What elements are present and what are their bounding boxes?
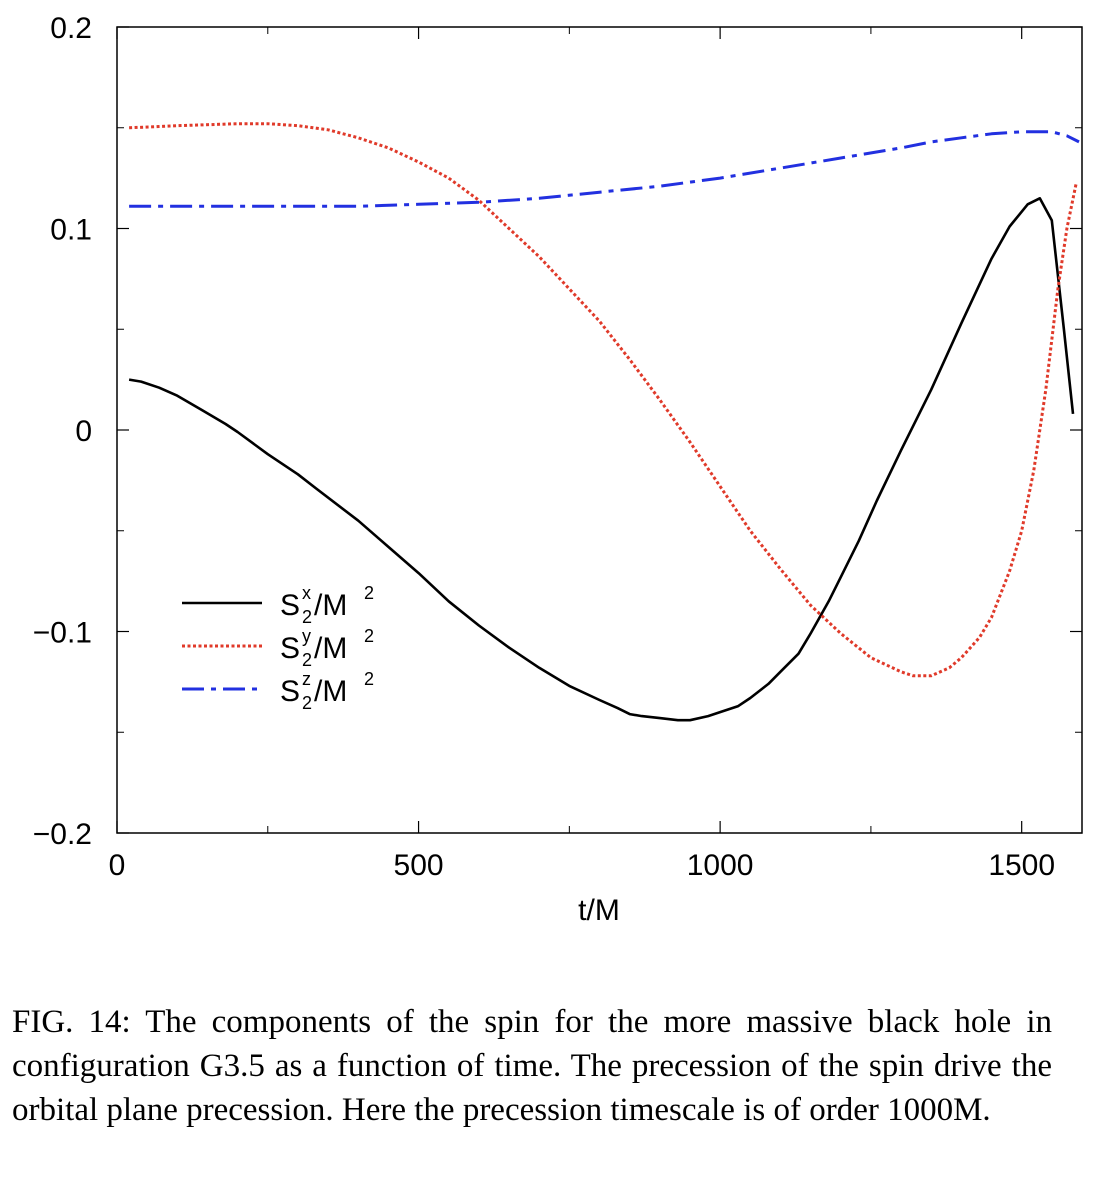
legend-label-sup: y xyxy=(302,626,311,646)
legend-label-sub: 2 xyxy=(302,650,312,670)
y-tick-label: −0.2 xyxy=(33,818,92,851)
legend-label-z: S xyxy=(280,675,300,708)
legend-label-y: S xyxy=(280,632,300,665)
figure-caption: FIG. 14: The components of the spin for … xyxy=(12,1004,1052,1128)
x-tick-label: 1500 xyxy=(988,849,1055,882)
legend-label-tail: /M xyxy=(314,589,347,622)
x-axis-title: t/M xyxy=(578,894,620,927)
legend-label-sub: 2 xyxy=(302,607,312,627)
data-series xyxy=(128,122,1080,722)
legend-label-sup: z xyxy=(302,669,311,689)
legend-label-tail-sup: 2 xyxy=(364,583,374,603)
legend-label-tail: /M xyxy=(314,632,347,665)
legend-label-sup: x xyxy=(302,583,311,603)
axis-tick-labels: 0 500 1000 1500 −0.2 −0.1 0 0.1 0.2 xyxy=(33,12,1055,882)
legend-label-tail: /M xyxy=(314,675,347,708)
legend-label-x: S xyxy=(280,589,300,622)
x-tick-label: 0 xyxy=(109,849,126,882)
x-tick-label: 500 xyxy=(394,849,444,882)
y-tick-label: 0.2 xyxy=(50,12,92,45)
series-line-x xyxy=(128,197,1075,722)
x-tick-label: 1000 xyxy=(687,849,754,882)
legend-label-tail-sup: 2 xyxy=(364,669,374,689)
axis-ticks xyxy=(116,26,1082,834)
series-line-z xyxy=(129,130,1080,208)
y-tick-label: 0.1 xyxy=(50,214,92,247)
y-tick-label: 0 xyxy=(75,415,92,448)
plot-frame xyxy=(116,26,1083,834)
legend-label-tail-sup: 2 xyxy=(364,626,374,646)
legend-label-sub: 2 xyxy=(302,693,312,713)
y-tick-label: −0.1 xyxy=(33,617,92,650)
